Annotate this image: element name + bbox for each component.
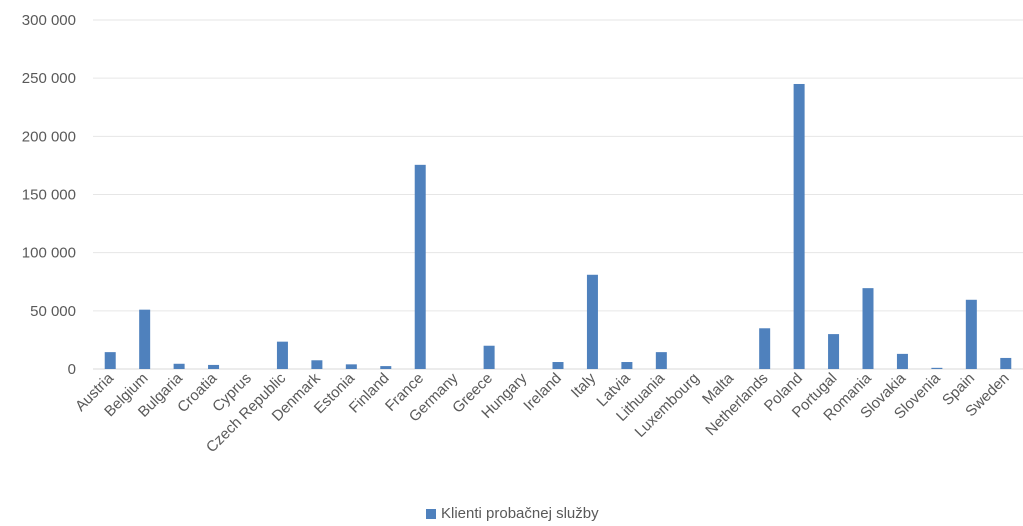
bar-finland [380,366,392,369]
y-axis-tick-labels: 0 50 000 100 000 150 000 200 000 250 000 300 0… [22,12,76,378]
bar-romania [862,288,874,369]
gridlines [93,19,1023,370]
bar-austria [104,352,116,369]
y-tick-label: 300 000 [22,12,76,29]
legend: Klienti probačnej služby [426,505,599,522]
bar-estonia [345,364,357,369]
bar-czech-republic [276,341,288,369]
bar-poland [793,83,805,369]
bar-croatia [208,364,220,369]
bar-slovakia [896,353,908,369]
legend-label: Klienti probačnej služby [441,505,599,522]
bar-spain [965,299,977,369]
bar-ireland [552,362,564,369]
bar-netherlands [759,328,771,369]
bar-slovenia [931,367,943,369]
bar-latvia [621,362,633,369]
bar-italy [586,274,598,369]
legend-swatch [426,509,436,519]
y-tick-label: 0 [68,361,76,378]
y-tick-label: 200 000 [22,128,76,145]
y-tick-label: 100 000 [22,245,76,262]
y-tick-label: 250 000 [22,70,76,87]
y-tick-label: 50 000 [30,303,76,320]
x-tick-label: Ireland [520,370,564,414]
bar-france [414,164,426,369]
x-axis-tick-labels: AustriaBelgiumBulgariaCroatiaCyprusCzech… [72,369,1013,456]
y-tick-label: 150 000 [22,187,76,204]
bar-denmark [311,360,323,369]
bar-sweden [1000,357,1012,369]
bars [104,83,1012,369]
bar-lithuania [655,352,667,369]
bar-greece [483,345,495,369]
bar-belgium [139,309,151,369]
bar-bulgaria [173,363,185,369]
bar-portugal [828,334,840,369]
